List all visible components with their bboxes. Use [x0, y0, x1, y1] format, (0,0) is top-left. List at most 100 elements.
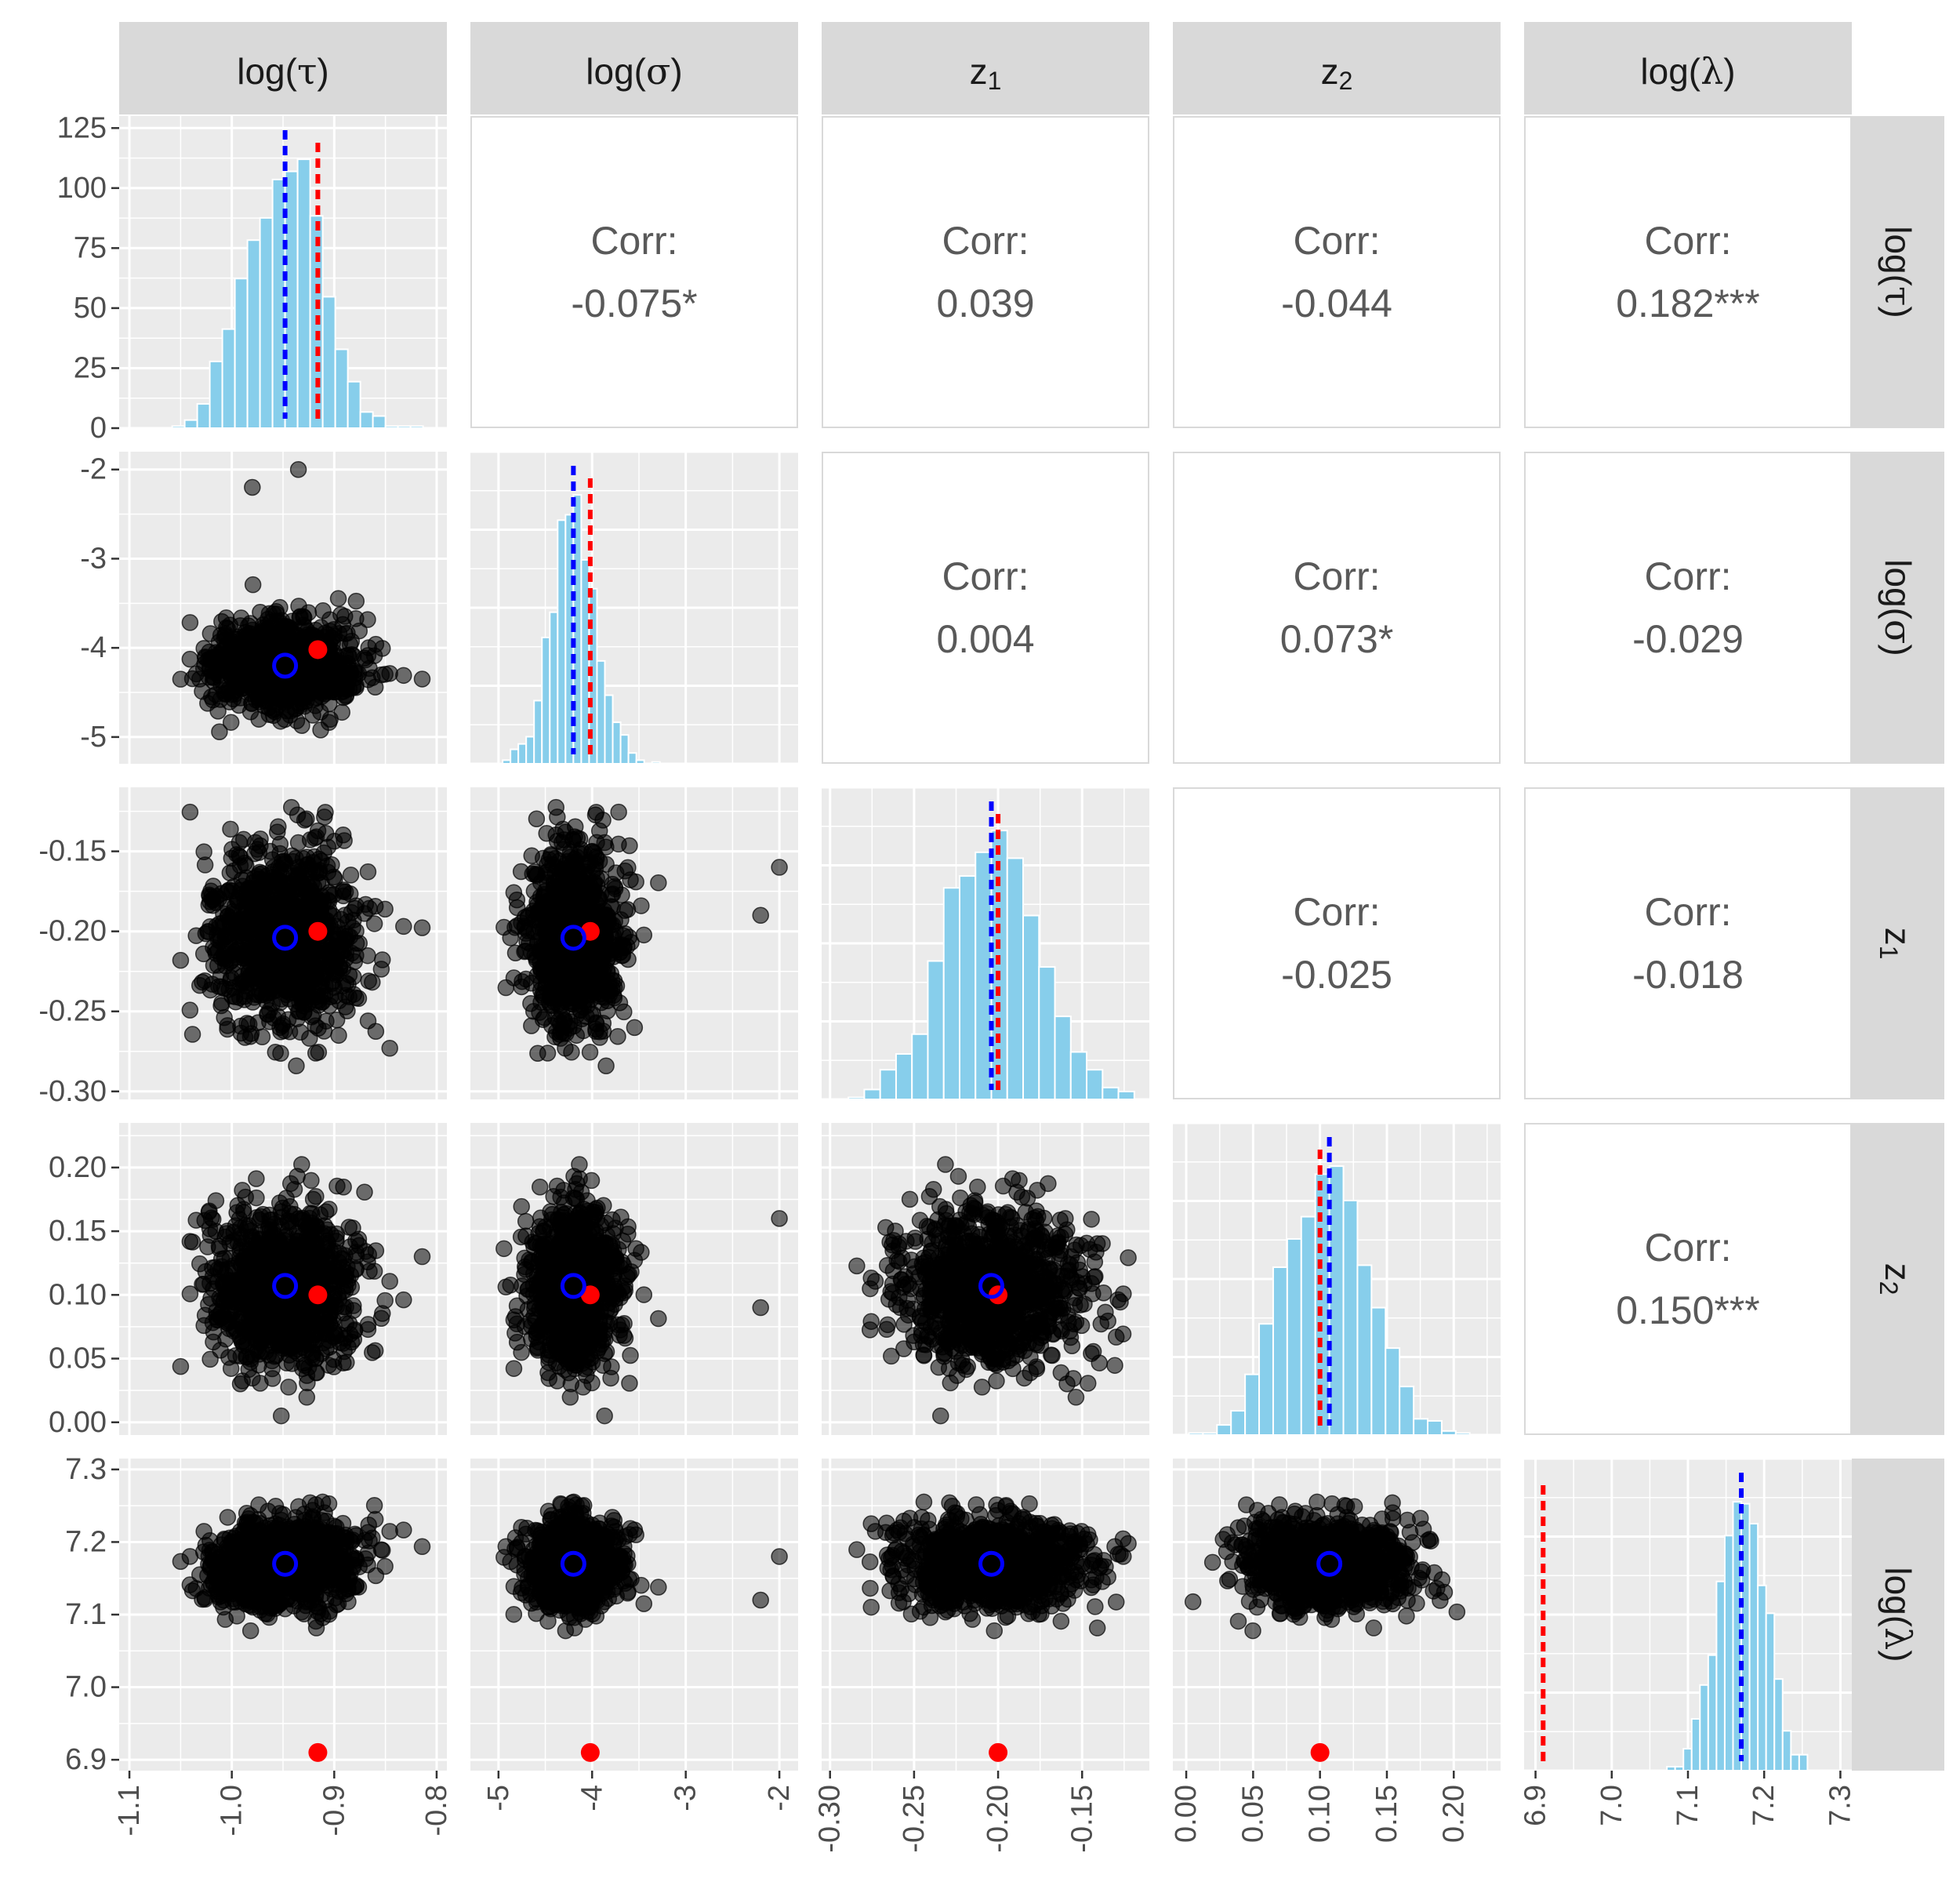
histogram-bar [895, 1053, 913, 1101]
panel-r0-c0 [119, 116, 447, 430]
scatter-point [564, 832, 582, 849]
scatter-point [298, 1389, 316, 1406]
strip-top-label-2: z1 [970, 51, 1002, 95]
scatter-point [205, 1333, 222, 1351]
histogram-bar [1038, 966, 1056, 1100]
true-value-point [308, 640, 328, 659]
scatter-point [191, 1255, 209, 1273]
histogram-bar [234, 278, 249, 429]
scatter-point [413, 670, 431, 688]
scatter-point [231, 617, 249, 634]
scatter-point [240, 661, 257, 679]
scatter-point [293, 717, 310, 734]
histogram-bar [927, 960, 945, 1101]
scatter-point [244, 906, 261, 925]
panel-r0-c3: Corr:-0.044 [1173, 116, 1501, 428]
scatter-point [336, 1342, 353, 1361]
scatter-point [307, 1187, 325, 1205]
strip-right-label-4: log(λ) [1877, 1567, 1919, 1662]
corr-panel-frame [470, 116, 798, 428]
scatter-point [288, 1057, 305, 1075]
true-value-point [308, 1285, 328, 1305]
strip-top-3 [1173, 22, 1501, 114]
scatter-point [538, 939, 555, 957]
scatter-point [524, 1003, 543, 1020]
scatter-point [191, 976, 209, 994]
scatter-point [282, 798, 300, 816]
scatter-point [347, 592, 365, 610]
scatter-point [252, 830, 269, 848]
corr-title: Corr: [942, 219, 1029, 263]
histogram-bar [171, 425, 186, 430]
scatter-point [345, 1297, 362, 1314]
scatter-point [532, 963, 550, 981]
scatter-point [247, 1316, 264, 1333]
scatter-point [196, 1306, 214, 1324]
scatter-point [502, 1277, 519, 1294]
panel-r1-c1 [470, 450, 798, 765]
histogram-bar [975, 851, 993, 1101]
scatter-point [222, 820, 239, 838]
histogram-bar [209, 360, 223, 429]
scatter-point [263, 1233, 281, 1252]
scatter-point [301, 1030, 318, 1047]
scatter-point [495, 1240, 513, 1258]
scatter-point [591, 1029, 608, 1046]
scatter-point [508, 899, 526, 917]
panel-r1-c2: Corr:0.004 [822, 452, 1149, 764]
scatter-point [609, 1027, 626, 1045]
histogram-bar [246, 239, 261, 429]
scatter-point [248, 1189, 265, 1207]
scatter-point [278, 986, 296, 1004]
scatter-point [548, 988, 565, 1005]
scatter-point [610, 835, 627, 853]
scatter-point [310, 681, 328, 698]
scatter-point [263, 1360, 281, 1378]
scatter-point [310, 1044, 328, 1061]
scatter-point [201, 1274, 219, 1292]
scatter-point [201, 625, 220, 642]
corr-title: Corr: [1293, 219, 1380, 263]
scatter-point [216, 979, 234, 997]
scatter-point [216, 928, 234, 946]
histogram-bar [517, 743, 528, 765]
scatter-point [172, 1357, 190, 1375]
scatter-point [597, 1057, 615, 1075]
histogram-bar [384, 425, 399, 430]
scatter-point [260, 1252, 278, 1269]
scatter-point [325, 1311, 342, 1329]
scatter-point [357, 1243, 375, 1260]
strip-right-2 [1852, 787, 1944, 1099]
scatter-point [521, 935, 538, 952]
scatter-point [244, 576, 262, 594]
corr-title: Corr: [1644, 890, 1731, 934]
panel-r3-c0 [119, 1123, 447, 1435]
scatter-point [325, 886, 343, 903]
scatter-point [325, 907, 342, 925]
corr-panel-frame [822, 116, 1149, 428]
scatter-point [517, 1212, 535, 1230]
corr-panel-frame [1173, 787, 1501, 1099]
scatter-point [205, 957, 223, 974]
scatter-point [244, 478, 261, 496]
scatter-point [211, 723, 228, 740]
scatter-point [650, 874, 667, 892]
histogram-bar [1022, 914, 1040, 1101]
histogram-bar [1117, 1090, 1135, 1100]
scatter-point [622, 1346, 639, 1364]
scatter-point [238, 1263, 256, 1281]
histogram-bar [1086, 1069, 1104, 1101]
scatter-point [260, 950, 278, 968]
corr-title: Corr: [590, 219, 677, 263]
corr-value: -0.018 [1632, 953, 1744, 997]
panel-r2-c4: Corr: -0.018 [1524, 787, 1852, 1099]
histogram-bar [848, 1096, 866, 1101]
scatter-point [293, 688, 311, 705]
panel-r1-c0 [119, 452, 447, 764]
strip-top-label-1: log(σ) [586, 50, 682, 93]
strip-right-3 [1852, 1123, 1944, 1435]
scatter-point [266, 1323, 283, 1340]
scatter-point [552, 1030, 569, 1047]
scatter-point [357, 651, 375, 669]
